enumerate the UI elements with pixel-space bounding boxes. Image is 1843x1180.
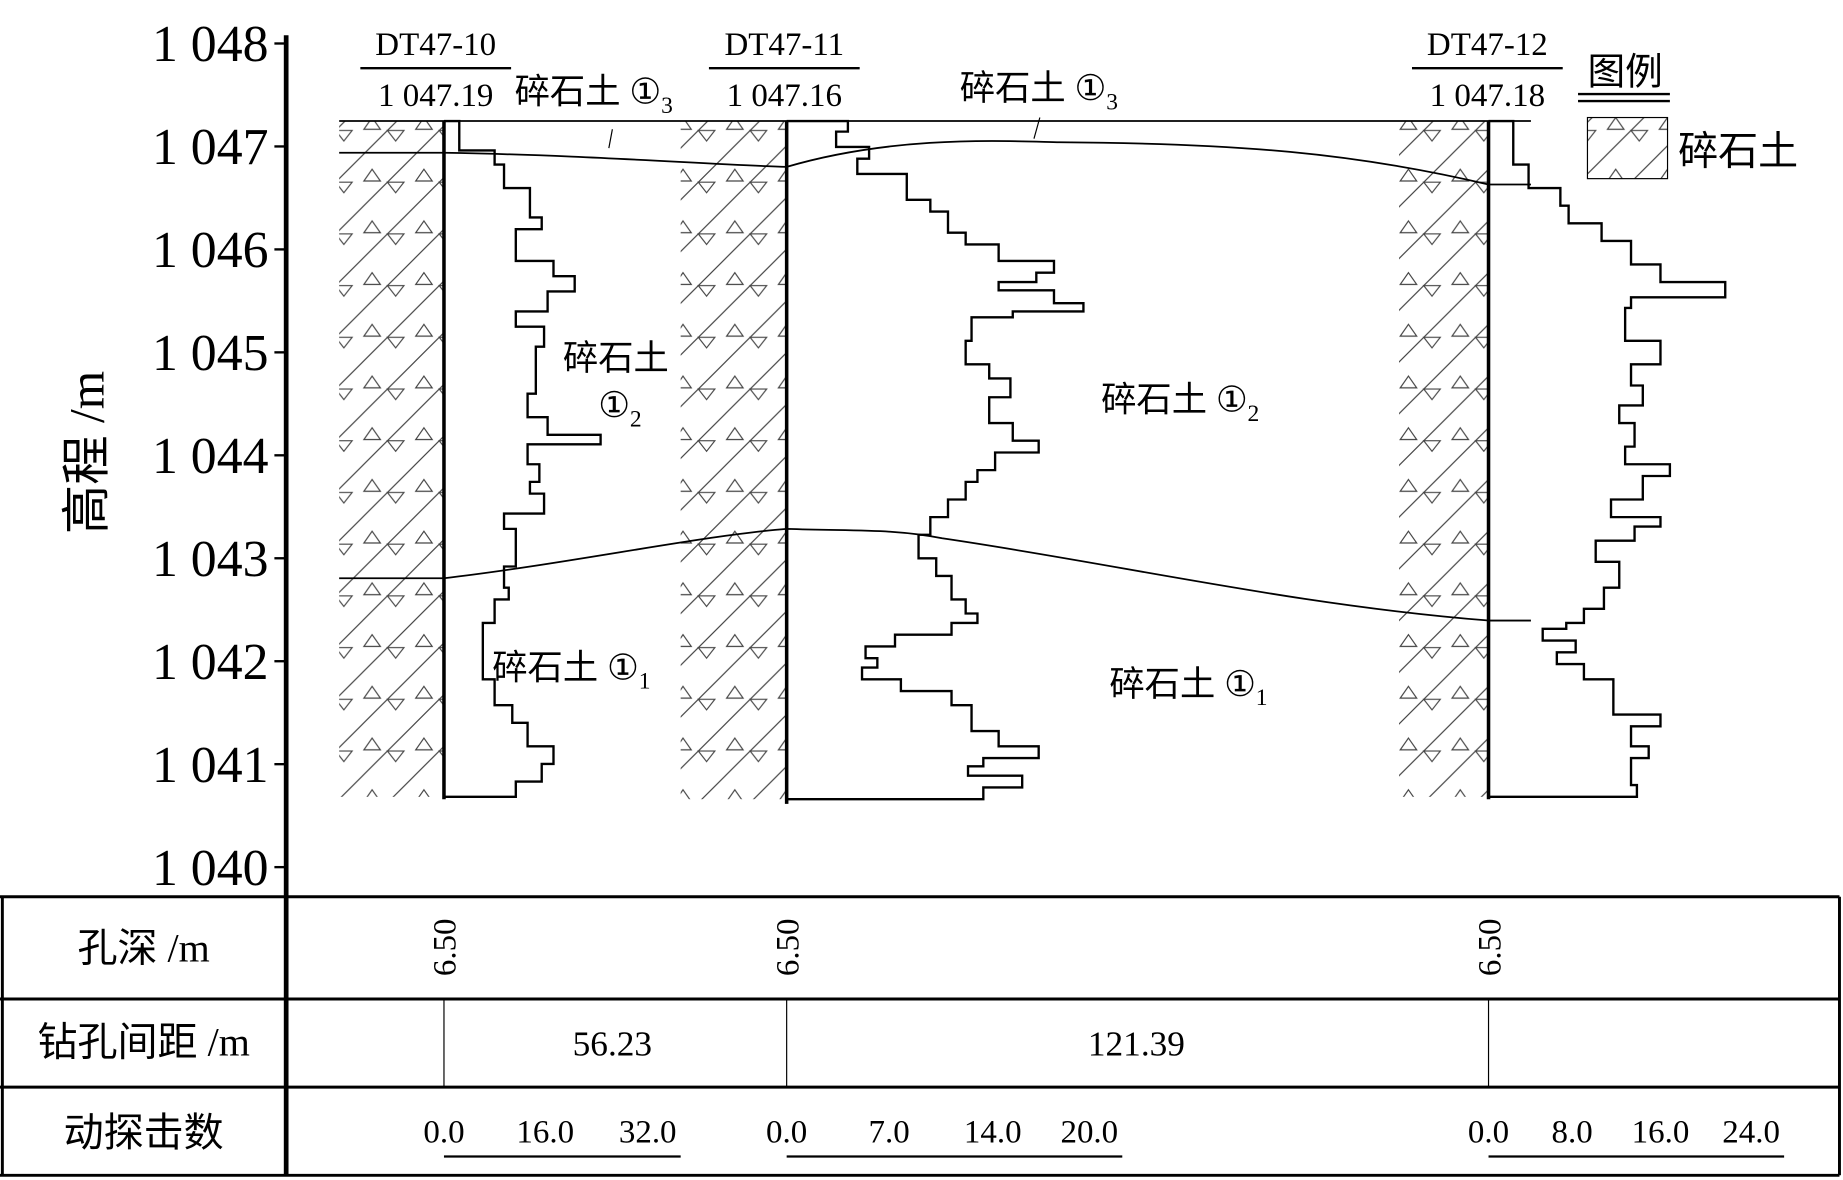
hatch-column — [680, 121, 787, 800]
layer-boundary — [339, 528, 1531, 622]
borehole-id: DT47-11 — [724, 27, 844, 63]
scale-label: 16.0 — [1632, 1114, 1690, 1150]
scale-label: 20.0 — [1060, 1114, 1118, 1150]
spacing: 121.39 — [1088, 1024, 1185, 1063]
scale-label: 14.0 — [964, 1114, 1022, 1150]
scale-label: 32.0 — [619, 1114, 677, 1150]
leader — [608, 129, 613, 149]
y-tick-label: 1 041 — [152, 737, 269, 794]
layer-label: 碎石土 — [563, 339, 669, 378]
leader — [1033, 117, 1041, 139]
y-tick-label: 1 040 — [152, 840, 269, 897]
legend-title: 图例 — [1587, 52, 1662, 94]
y-tick-label: 1 043 — [152, 531, 269, 588]
scale-label: 24.0 — [1722, 1114, 1780, 1150]
spacing: 56.23 — [573, 1024, 652, 1063]
scale-label: 8.0 — [1552, 1114, 1593, 1150]
layer-boundary — [339, 140, 1531, 186]
legend-swatch — [1586, 116, 1669, 180]
legend-item: 碎石土 — [1678, 129, 1798, 174]
penetration-profile — [786, 119, 1085, 801]
layer-label: 碎石土 ①1 — [1109, 665, 1267, 711]
borehole-id: DT47-12 — [1427, 27, 1548, 63]
y-tick-label: 1 047 — [152, 119, 269, 176]
y-tick-label: 1 048 — [152, 16, 269, 73]
scale-label: 0.0 — [423, 1114, 464, 1150]
borehole-elevation: 1 047.16 — [727, 78, 842, 114]
y-tick-label: 1 046 — [152, 222, 269, 279]
layer-label: 碎石土 ①1 — [492, 648, 650, 694]
scale-label: 0.0 — [766, 1114, 807, 1150]
scale-label: 7.0 — [869, 1114, 910, 1150]
penetration-profile — [1488, 119, 1727, 799]
layer-label: 碎石土 ①3 — [515, 72, 673, 118]
row-label: 钻孔间距 /m — [37, 1019, 249, 1064]
row-separators — [443, 999, 1490, 1088]
borehole-elevation: 1 047.18 — [1430, 78, 1545, 114]
hole-depth: 6.50 — [428, 918, 464, 976]
row-label: 动探击数 — [64, 1110, 224, 1155]
borehole-id: DT47-10 — [375, 27, 496, 63]
y-tick-label: 1 044 — [152, 428, 269, 485]
plot: 碎石土 ①3 碎石土 ①3 碎石土 ①2 碎石土 ①2 碎石土 ①1 碎石土 ①… — [339, 52, 1798, 804]
table — [0, 895, 1841, 1177]
layer-label: 碎石土 ①3 — [960, 69, 1118, 115]
penetration-profile — [443, 119, 602, 799]
scale-label: 16.0 — [516, 1114, 574, 1150]
hatch-column — [339, 121, 444, 797]
borehole-lines — [442, 121, 1491, 804]
y-tick-label: 1 045 — [152, 325, 269, 382]
y-tick-label: 1 042 — [152, 634, 269, 691]
hole-depth: 6.50 — [1472, 918, 1508, 976]
layer-label: ①2 — [598, 386, 641, 432]
hole-depth: 6.50 — [770, 918, 806, 976]
hatch-column — [1399, 121, 1489, 797]
y-axis-title: 高程 /m — [60, 371, 115, 534]
layer-label: 碎石土 ①2 — [1101, 380, 1259, 426]
borehole-elevation: 1 047.19 — [378, 78, 493, 114]
scale-label: 0.0 — [1468, 1114, 1509, 1150]
row-label: 孔深 /m — [78, 925, 210, 970]
